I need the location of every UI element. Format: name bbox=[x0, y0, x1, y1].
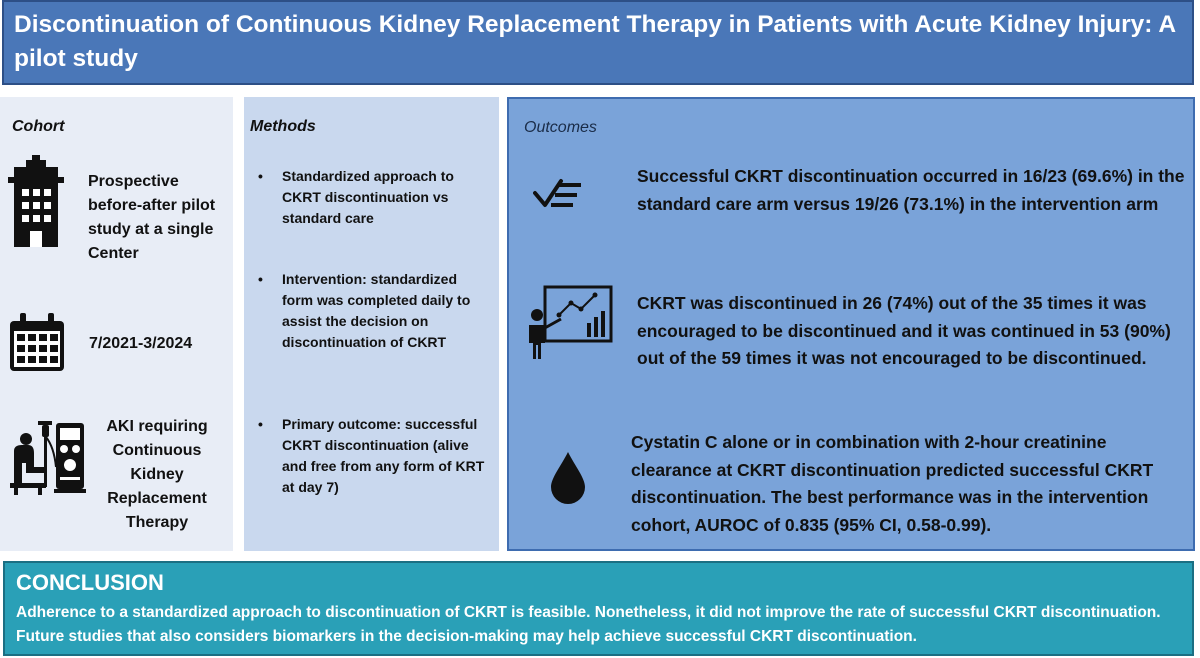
cohort-population: AKI requiring Continuous Kidney Replacem… bbox=[106, 418, 208, 531]
methods-bullet-approach: • Standardized approach to CKRT disconti… bbox=[252, 166, 492, 229]
cohort-panel: Cohort Prospective before-after pilot st… bbox=[0, 97, 233, 551]
outcomes-heading: Outcomes bbox=[524, 119, 597, 136]
calendar-icon bbox=[10, 313, 64, 371]
outcome-adherence: CKRT was discontinued in 26 (74%) out of… bbox=[637, 293, 1171, 368]
dialysis-patient-icon bbox=[10, 421, 86, 495]
cohort-date-range: 7/2021-3/2024 bbox=[89, 335, 193, 352]
methods-bullet-intervention: • Intervention: standardized form was co… bbox=[252, 269, 492, 353]
building-icon bbox=[8, 155, 64, 247]
bullet-dot: • bbox=[258, 416, 263, 432]
conclusion-banner: CONCLUSION Adherence to a standardized a… bbox=[3, 561, 1194, 656]
outcome-success-rate: Successful CKRT discontinuation occurred… bbox=[637, 166, 1185, 214]
conclusion-text: Adherence to a standardized approach to … bbox=[16, 604, 1161, 645]
outcomes-panel: Outcomes Successful CKRT discontinuation… bbox=[507, 97, 1195, 551]
methods-heading: Methods bbox=[250, 118, 316, 135]
bullet-dot: • bbox=[258, 271, 263, 287]
methods-bullet-text: Intervention: standardized form was comp… bbox=[282, 271, 471, 350]
cohort-heading: Cohort bbox=[12, 118, 65, 135]
checklist-icon bbox=[533, 179, 581, 207]
title-banner: Discontinuation of Continuous Kidney Rep… bbox=[2, 0, 1194, 85]
page-title: Discontinuation of Continuous Kidney Rep… bbox=[14, 11, 1176, 72]
cohort-study-design: Prospective before-after pilot study at … bbox=[88, 173, 216, 262]
presentation-chart-icon bbox=[529, 285, 613, 359]
conclusion-heading: CONCLUSION bbox=[16, 570, 164, 595]
drop-icon bbox=[551, 452, 585, 504]
bullet-dot: • bbox=[258, 168, 263, 184]
methods-bullet-text: Standardized approach to CKRT discontinu… bbox=[282, 168, 454, 226]
methods-panel: Methods • Standardized approach to CKRT … bbox=[244, 97, 499, 551]
methods-bullet-text: Primary outcome: successful CKRT discont… bbox=[282, 416, 485, 495]
methods-bullet-primary-outcome: • Primary outcome: successful CKRT disco… bbox=[252, 414, 492, 498]
outcome-biomarkers: Cystatin C alone or in combination with … bbox=[631, 432, 1154, 535]
